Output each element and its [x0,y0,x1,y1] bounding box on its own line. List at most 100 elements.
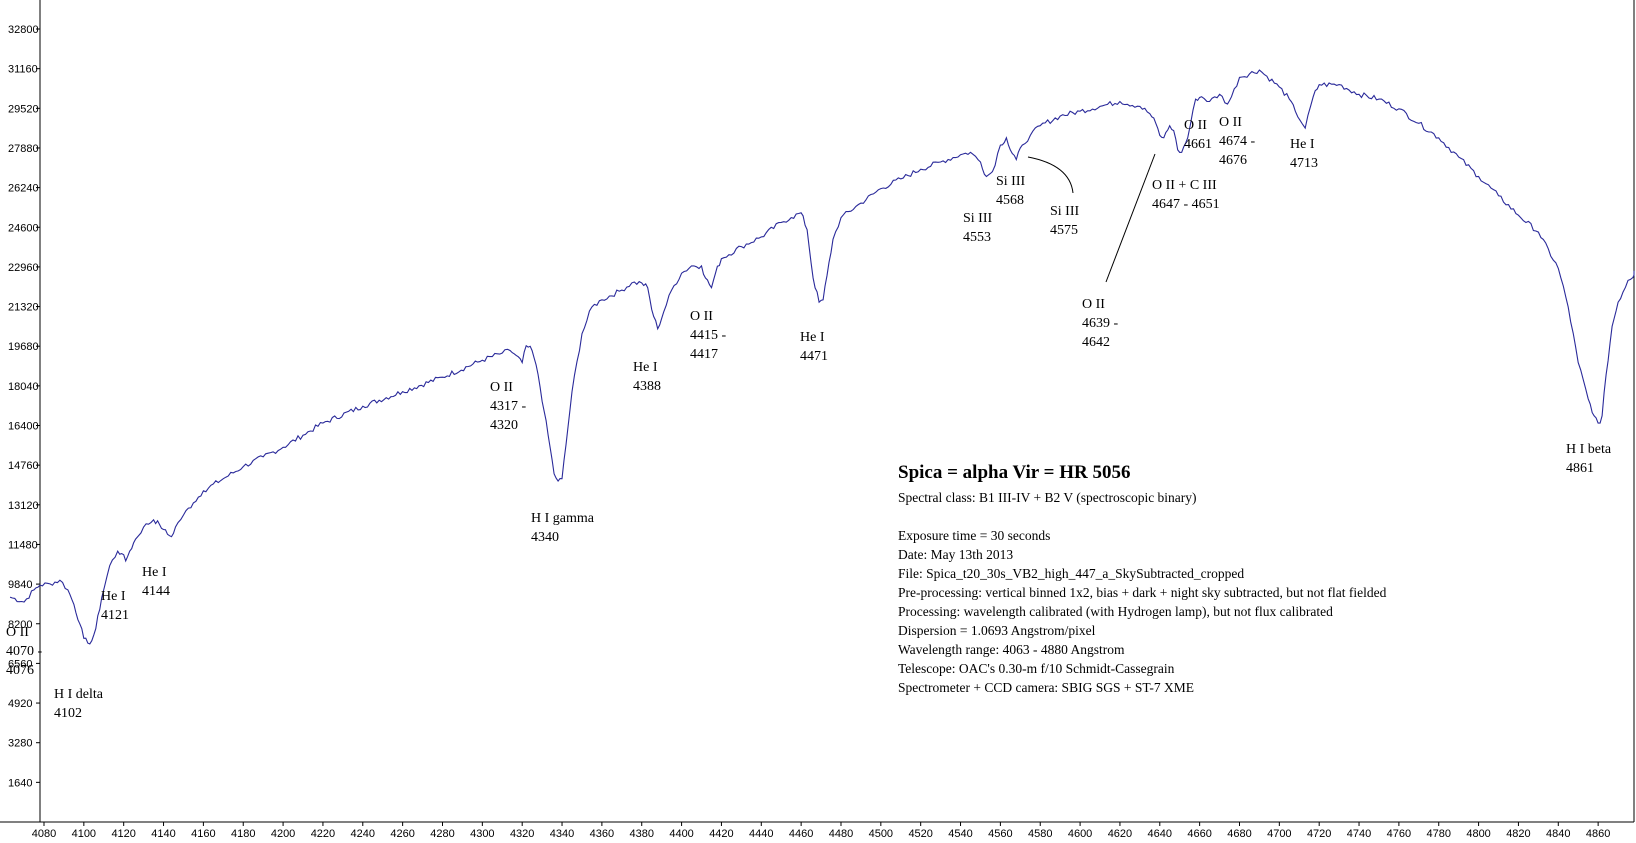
x-tick-label: 4760 [1387,828,1411,840]
y-tick-label: 27880 [8,143,39,155]
annotation-label: Si III [963,211,993,226]
x-tick-label: 4700 [1267,828,1291,840]
x-tick-label: 4100 [72,828,96,840]
dispersion-text: Dispersion = 1.0693 Angstrom/pixel [898,623,1096,638]
y-tick-label: 9840 [8,579,32,591]
annotation-range: 4076 [6,663,34,678]
annotation-range: 4861 [1566,461,1594,476]
annotation-label: He I [633,360,658,375]
x-tick-label: 4740 [1347,828,1371,840]
y-tick-label: 13120 [8,500,39,512]
annotation-label: He I [1290,137,1315,152]
annotation-label: He I [101,589,126,604]
wavelength-range-text: Wavelength range: 4063 - 4880 Angstrom [898,642,1125,657]
annotation-range: 4661 [1184,137,1212,152]
x-tick-label: 4820 [1506,828,1530,840]
annotation-label: Si III [1050,204,1080,219]
x-tick-label: 4220 [311,828,335,840]
x-tick-label: 4240 [351,828,375,840]
x-tick-label: 4640 [1148,828,1172,840]
x-tick-label: 4540 [948,828,972,840]
x-tick-label: 4180 [231,828,255,840]
annotation-leaders [1027,153,1156,283]
x-tick-label: 4840 [1546,828,1570,840]
x-ticks: 4080 4100 4120 4140 4160 4180 4200 4220 4240 4260… [32,822,1610,840]
annotation-range: 4415 - [690,328,727,343]
y-tick-label: 6560 [8,658,32,670]
y-tick-label: 4920 [8,698,32,710]
x-tick-label: 4860 [1586,828,1610,840]
y-tick-label: 16400 [8,421,39,433]
telescope-text: Telescope: OAC's 0.30-m f/10 Schmidt-Cas… [898,661,1175,676]
x-tick-label: 4560 [988,828,1012,840]
y-tick-label: 3280 [8,738,32,750]
annotation-range: 4144 [142,584,170,599]
x-tick-label: 4420 [709,828,733,840]
x-tick-label: 4300 [470,828,494,840]
annotation-label: O II [1219,115,1242,130]
x-tick-label: 4440 [749,828,773,840]
annotation-range: 4639 - [1082,316,1119,331]
annotation-range: 4568 [996,193,1024,208]
y-tick-label: 22960 [8,262,39,274]
file-text: File: Spica_t20_30s_VB2_high_447_a_SkySu… [898,566,1245,581]
preprocessing-text: Pre-processing: vertical binned 1x2, bia… [898,585,1387,600]
annotation-range: 4388 [633,379,661,394]
y-tick-label: 11480 [8,539,38,551]
x-tick-label: 4600 [1068,828,1092,840]
x-tick-label: 4680 [1227,828,1251,840]
x-tick-label: 4280 [430,828,454,840]
x-tick-label: 4080 [32,828,56,840]
annotation-range: 4070 - [6,644,43,659]
x-tick-label: 4660 [1187,828,1211,840]
x-tick-label: 4780 [1426,828,1450,840]
x-tick-label: 4380 [629,828,653,840]
y-tick-label: 32800 [8,24,39,36]
annotation-range: 4121 [101,608,129,623]
y-tick-label: 24600 [8,222,39,234]
annotation-label: O II [690,309,713,324]
y-tick-label: 19680 [8,341,39,353]
x-tick-label: 4400 [669,828,693,840]
annotation-label: O II [1082,297,1105,312]
processing-text: Processing: wavelength calibrated (with … [898,604,1333,619]
chart-title: Spica = alpha Vir = HR 5056 [898,462,1131,483]
annotation-range: 4642 [1082,335,1110,350]
annotation-label: O II [1184,118,1207,133]
exposure-text: Exposure time = 30 seconds [898,528,1051,543]
annotation-range: 4417 [690,347,718,362]
y-tick-label: 1640 [8,777,32,789]
x-tick-label: 4140 [151,828,175,840]
x-tick-label: 4360 [590,828,614,840]
annotation-label: O II + C III [1152,178,1217,193]
annotation-range: 4102 [54,706,82,721]
annotation-range: 4676 [1219,153,1247,168]
annotation-label: He I [142,565,167,580]
line-annotations: O II 4070 - 4076 H I delta 4102 He I 412… [6,115,1612,721]
annotation-range: 4471 [800,349,828,364]
x-tick-label: 4320 [510,828,534,840]
x-tick-label: 4200 [271,828,295,840]
annotation-label: O II [6,625,29,640]
annotation-range: 4575 [1050,223,1078,238]
y-tick-label: 8200 [8,619,32,631]
spectral-class-text: Spectral class: B1 III-IV + B2 V (spectr… [898,490,1197,505]
annotation-label: He I [800,330,825,345]
annotation-label: Si III [996,174,1026,189]
annotation-label: H I beta [1566,442,1612,457]
leader-si-iii-4575 [1027,156,1074,194]
y-tick-label: 14760 [8,460,39,472]
x-tick-label: 4260 [390,828,414,840]
annotation-range: 4320 [490,418,518,433]
x-tick-label: 4520 [908,828,932,840]
spectrum-series-line [9,69,1635,645]
x-tick-label: 4620 [1108,828,1132,840]
info-spacer [898,507,1558,526]
spectrometer-text: Spectrometer + CCD camera: SBIG SGS + ST… [898,680,1194,695]
observation-info-panel: Spica = alpha Vir = HR 5056 Spectral cla… [898,462,1558,697]
leader-o-ii-4639 [1105,153,1156,283]
annotation-label: H I gamma [531,511,595,526]
annotation-range: 4340 [531,530,559,545]
